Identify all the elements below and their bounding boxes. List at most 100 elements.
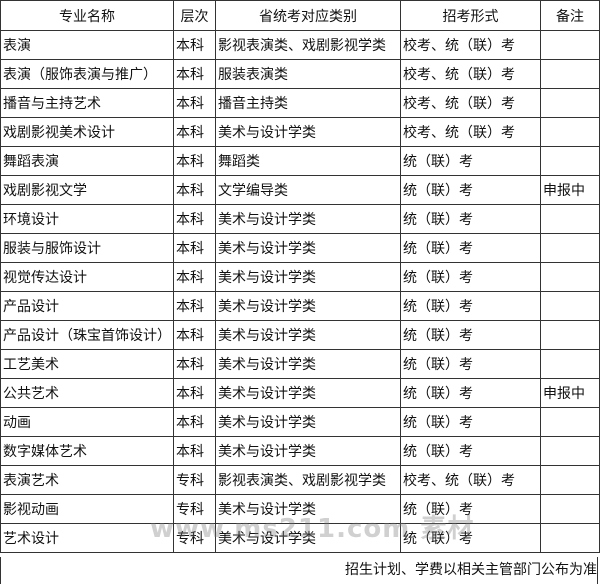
table-cell: 美术与设计学类: [215, 349, 401, 379]
table-cell: 本科: [173, 204, 216, 234]
table-cell: 环境设计: [0, 204, 174, 234]
table-cell: 校考、统（联）考: [400, 30, 541, 60]
watermark: www.ms211.com 素材: [150, 514, 475, 544]
table-cell: [540, 291, 600, 321]
table-cell: 统（联）考: [400, 146, 541, 176]
table-row: 艺术设计 专科 美术与设计学类 统（联）考: [0, 523, 600, 553]
table-cell: 专科: [173, 494, 216, 524]
table-cell: 本科: [173, 117, 216, 147]
table-cell: [540, 30, 600, 60]
table-cell: 美术与设计学类: [215, 262, 401, 292]
table-cell: 本科: [173, 349, 216, 379]
table-cell: [540, 262, 600, 292]
table-row: 戏剧影视文学 本科 文学编导类 统（联）考 申报中: [0, 175, 600, 205]
table-row: 工艺美术 本科 美术与设计学类 统（联）考: [0, 349, 600, 379]
header-cell: 省统考对应类别: [215, 0, 401, 31]
table-cell: 表演: [0, 30, 174, 60]
table-cell: 专科: [173, 523, 216, 553]
table-cell: 校考、统（联）考: [400, 465, 541, 495]
table-cell: [540, 494, 600, 524]
table-cell: 动画: [0, 407, 174, 437]
admissions-table: 专业名称 层次 省统考对应类别 招考形式 备注 表演 本科 影视表演类、戏剧影视学类 校考、统…: [0, 0, 600, 553]
table-cell: 戏剧影视文学: [0, 175, 174, 205]
table-cell: [540, 146, 600, 176]
table-cell: 校考、统（联）考: [400, 59, 541, 89]
table-row: 舞蹈表演 本科 舞蹈类 统（联）考: [0, 146, 600, 176]
table-cell: 统（联）考: [400, 349, 541, 379]
table-cell: 艺术设计: [0, 523, 174, 553]
table-cell: 美术与设计学类: [215, 407, 401, 437]
table-cell: 戏剧影视美术设计: [0, 117, 174, 147]
table-row: 环境设计 本科 美术与设计学类 统（联）考: [0, 204, 600, 234]
table-cell: 本科: [173, 59, 216, 89]
table-cell: 本科: [173, 233, 216, 263]
table-cell: [540, 59, 600, 89]
table-row: 数字媒体艺术 本科 美术与设计学类 统（联）考: [0, 436, 600, 466]
header-cell: 专业名称: [0, 0, 174, 31]
table-cell: 表演艺术: [0, 465, 174, 495]
table-cell: [540, 117, 600, 147]
table-row: 表演艺术 专科 影视表演类、戏剧影视学类 校考、统（联）考: [0, 465, 600, 495]
table-cell: 本科: [173, 378, 216, 408]
table-row: 表演（服饰表演与推广） 本科 服装表演类 校考、统（联）考: [0, 59, 600, 89]
table-cell: 美术与设计学类: [215, 436, 401, 466]
table-cell: [540, 407, 600, 437]
table-cell: 统（联）考: [400, 262, 541, 292]
table-row: 戏剧影视美术设计 本科 美术与设计学类 校考、统（联）考: [0, 117, 600, 147]
table-cell: 申报中: [540, 175, 600, 205]
table-cell: 统（联）考: [400, 494, 541, 524]
table-cell: [540, 320, 600, 350]
table-cell: 本科: [173, 436, 216, 466]
table-cell: 服装与服饰设计: [0, 233, 174, 263]
table-cell: 播音与主持艺术: [0, 88, 174, 118]
table-cell: 产品设计: [0, 291, 174, 321]
table-cell: [540, 465, 600, 495]
table-cell: 播音主持类: [215, 88, 401, 118]
table-cell: 影视动画: [0, 494, 174, 524]
header-cell: 层次: [173, 0, 216, 31]
table-cell: 统（联）考: [400, 204, 541, 234]
table-cell: 本科: [173, 291, 216, 321]
table-row: 公共艺术 本科 美术与设计学类 统（联）考 申报中: [0, 378, 600, 408]
table-cell: [540, 436, 600, 466]
table-row: 动画 本科 美术与设计学类 统（联）考: [0, 407, 600, 437]
table-cell: [540, 349, 600, 379]
table-cell: 统（联）考: [400, 378, 541, 408]
table-cell: 本科: [173, 175, 216, 205]
table-cell: 美术与设计学类: [215, 233, 401, 263]
table-cell: 校考、统（联）考: [400, 88, 541, 118]
table-row: 影视动画 专科 美术与设计学类 统（联）考: [0, 494, 600, 524]
header-cell: 备注: [540, 0, 600, 31]
table-cell: 表演（服饰表演与推广）: [0, 59, 174, 89]
table-row: 服装与服饰设计 本科 美术与设计学类 统（联）考: [0, 233, 600, 263]
table-row: 产品设计（珠宝首饰设计） 本科 美术与设计学类 统（联）考: [0, 320, 600, 350]
table-cell: 校考、统（联）考: [400, 117, 541, 147]
table-cell: 本科: [173, 30, 216, 60]
table-cell: 本科: [173, 146, 216, 176]
table-cell: 统（联）考: [400, 320, 541, 350]
table-cell: 美术与设计学类: [215, 291, 401, 321]
table-cell: 影视表演类、戏剧影视学类: [215, 30, 401, 60]
table-cell: [540, 88, 600, 118]
table-cell: 服装表演类: [215, 59, 401, 89]
table-cell: [540, 233, 600, 263]
table-cell: 美术与设计学类: [215, 378, 401, 408]
table-cell: 本科: [173, 262, 216, 292]
table-row: 播音与主持艺术 本科 播音主持类 校考、统（联）考: [0, 88, 600, 118]
table-cell: 影视表演类、戏剧影视学类: [215, 465, 401, 495]
table-cell: 数字媒体艺术: [0, 436, 174, 466]
table-cell: 本科: [173, 320, 216, 350]
table-cell: 统（联）考: [400, 407, 541, 437]
header-row: 专业名称 层次 省统考对应类别 招考形式 备注: [0, 0, 600, 31]
table-cell: 本科: [173, 88, 216, 118]
table-cell: 本科: [173, 407, 216, 437]
table-cell: 统（联）考: [400, 175, 541, 205]
table-cell: 美术与设计学类: [215, 204, 401, 234]
table-cell: 美术与设计学类: [215, 523, 401, 553]
table-cell: [540, 204, 600, 234]
header-cell: 招考形式: [400, 0, 541, 31]
table-cell: 统（联）考: [400, 233, 541, 263]
table-cell: 美术与设计学类: [215, 320, 401, 350]
table-cell: 视觉传达设计: [0, 262, 174, 292]
